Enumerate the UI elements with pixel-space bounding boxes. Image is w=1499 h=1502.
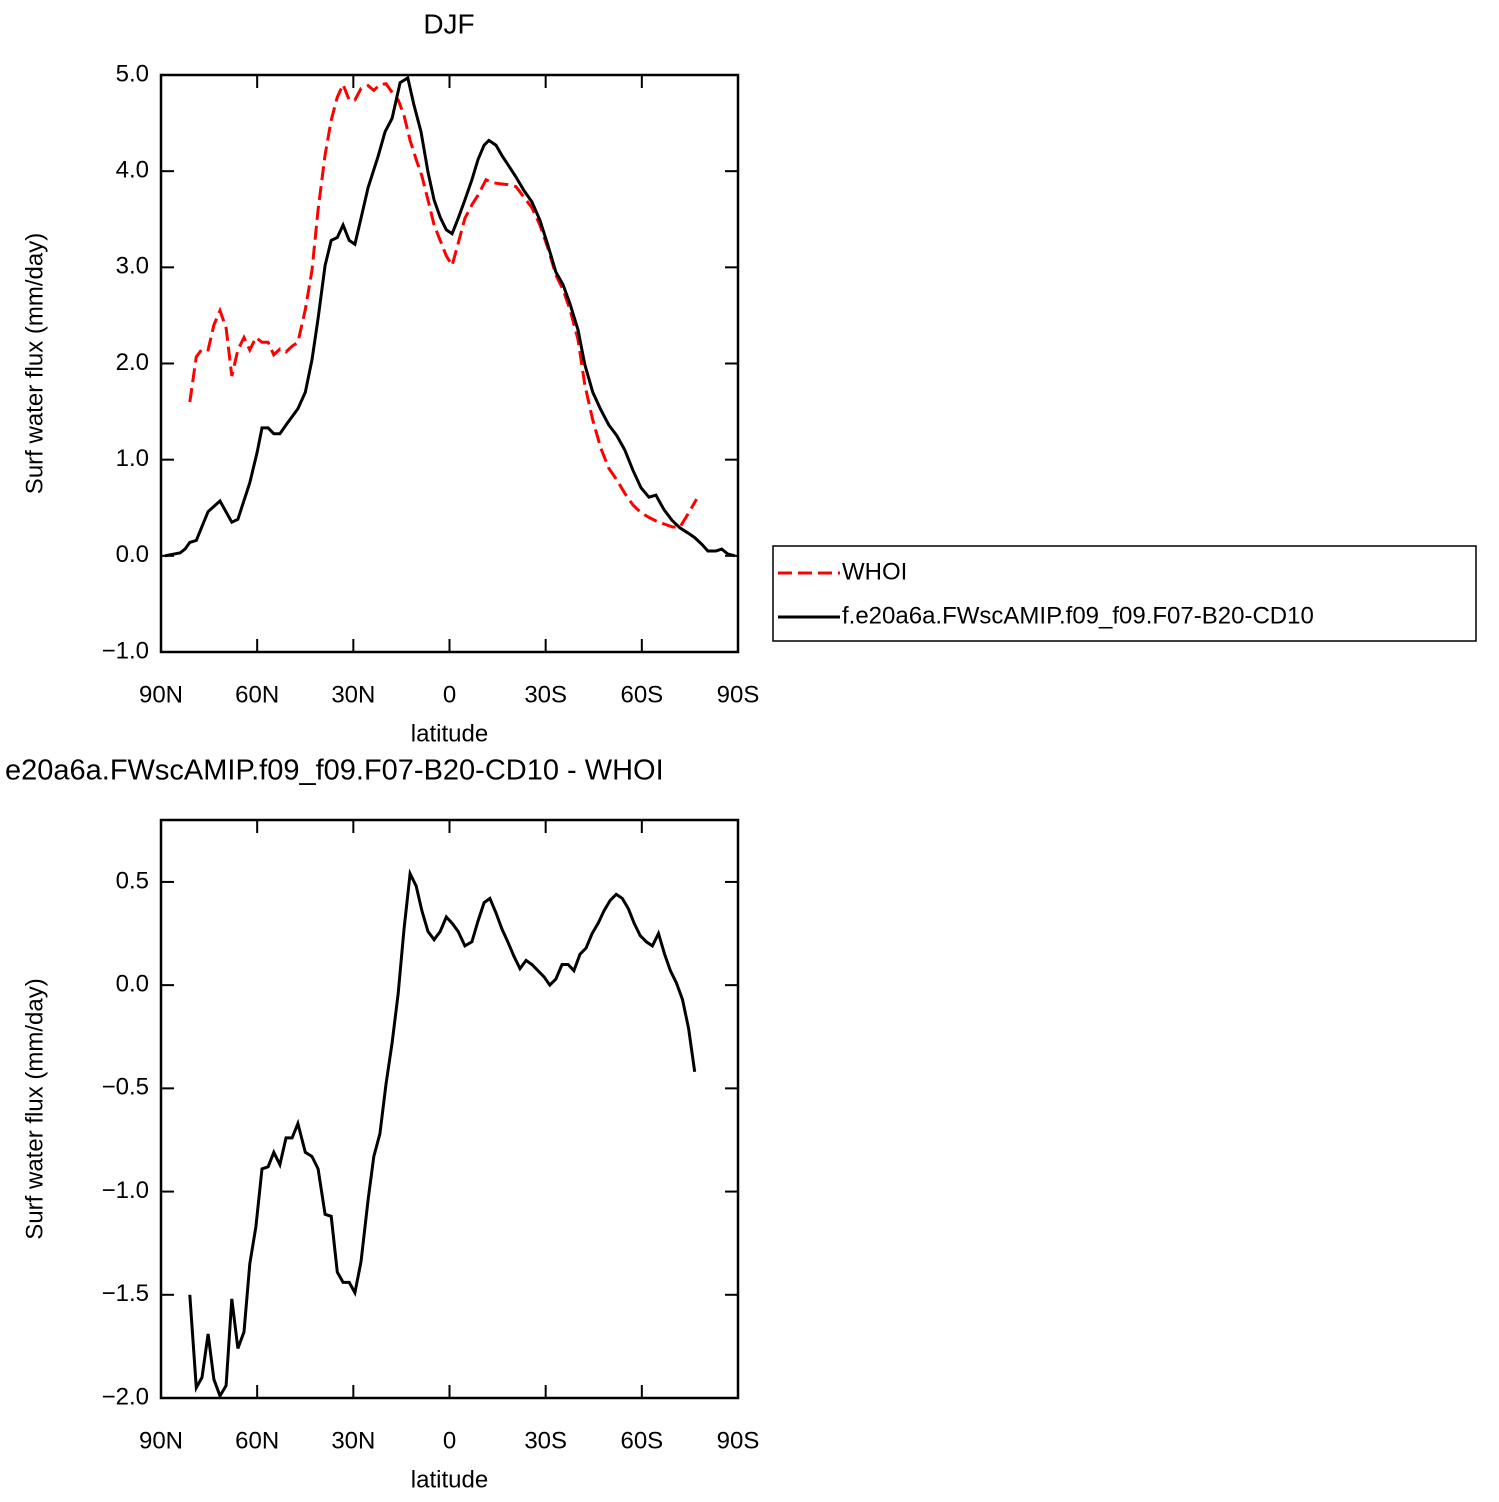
x-tick-label: 30S [524, 1427, 567, 1454]
y-tick-label: −1.0 [102, 1177, 149, 1204]
chart-title: e20a6a.FWscAMIP.f09_f09.F07-B20-CD10 - W… [5, 755, 664, 787]
legend-label: WHOI [842, 558, 907, 585]
y-tick-label: 1.0 [116, 445, 149, 472]
chart-title: DJF [423, 8, 474, 39]
x-tick-label: 60S [620, 1427, 663, 1454]
y-tick-label: −2.0 [102, 1383, 149, 1410]
x-tick-label: 90S [717, 681, 760, 708]
x-tick-label: 30S [524, 681, 567, 708]
y-tick-label: 4.0 [116, 157, 149, 184]
data-line [188, 80, 698, 529]
y-tick-label: −1.0 [102, 637, 149, 664]
y-axis-label: Surf water flux (mm/day) [21, 233, 48, 494]
y-tick-label: 5.0 [116, 60, 149, 87]
x-tick-label: 30N [331, 681, 375, 708]
legend-label: f.e20a6a.FWscAMIP.f09_f09.F07-B20-CD10 [842, 602, 1314, 629]
y-tick-label: 0.5 [116, 867, 149, 894]
data-line [164, 75, 736, 558]
x-tick-label: 60N [235, 681, 279, 708]
x-tick-label: 30N [331, 1427, 375, 1454]
y-axis-label: Surf water flux (mm/day) [21, 978, 48, 1239]
y-tick-label: −1.5 [102, 1280, 149, 1307]
x-tick-label: 60N [235, 1427, 279, 1454]
y-tick-label: −0.5 [102, 1074, 149, 1101]
x-tick-label: 60S [620, 681, 663, 708]
data-line [188, 868, 697, 1400]
legend-box [772, 545, 1477, 642]
y-tick-label: 0.0 [116, 541, 149, 568]
x-axis-label: latitude [411, 1466, 488, 1493]
x-tick-label: 90N [139, 1427, 183, 1454]
x-axis-label: latitude [411, 720, 488, 747]
plot-frame [159, 818, 740, 1400]
x-tick-label: 0 [443, 1427, 456, 1454]
y-tick-label: 2.0 [116, 349, 149, 376]
x-tick-label: 90N [139, 681, 183, 708]
x-tick-label: 90S [717, 1427, 760, 1454]
y-tick-label: 0.0 [116, 970, 149, 997]
plot-frame [159, 73, 740, 654]
y-tick-label: 3.0 [116, 253, 149, 280]
x-tick-label: 0 [443, 681, 456, 708]
